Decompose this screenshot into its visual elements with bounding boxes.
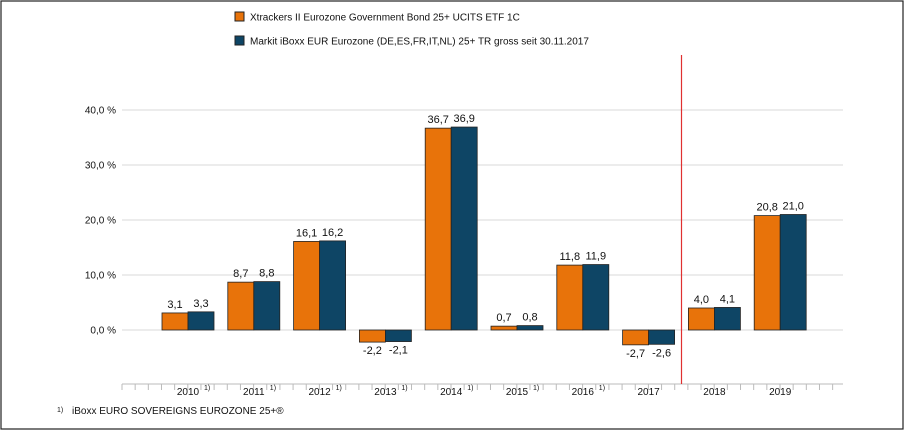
bar [753, 215, 781, 331]
bar [358, 329, 386, 343]
bar [688, 307, 715, 331]
bar [187, 311, 215, 331]
bar [714, 307, 741, 331]
bar [622, 329, 649, 346]
legend-label-index: Markit iBoxx EUR Eurozone (DE,ES,FR,IT,N… [250, 37, 589, 48]
x-tick-label: 2012 [308, 387, 331, 398]
footnote: 1) iBoxx EURO SOVEREIGNS EUROZONE 25+® [57, 406, 284, 417]
bar [293, 241, 321, 331]
x-axis: 2010 1) 2011 1) 2012 1) 2013 1) 2014 1) 2015 1) 2016… [121, 383, 843, 398]
x-tick-footnote: 1) [336, 385, 342, 392]
legend-swatch-etf [234, 11, 245, 22]
data-label: 3,3 [193, 298, 208, 310]
x-tick-footnote: 1) [533, 385, 539, 392]
data-label: 21,0 [782, 201, 803, 213]
bar [227, 281, 255, 331]
bar [450, 126, 478, 331]
data-label: -2,6 [652, 347, 671, 359]
x-tick-footnote: 1) [467, 385, 473, 392]
x-tick-label: 2010 [177, 387, 200, 398]
data-label: 16,1 [296, 227, 317, 239]
data-label: -2,7 [626, 348, 645, 360]
x-tick-label: 2015 [506, 387, 529, 398]
bar [253, 281, 281, 331]
legend-swatch-index [234, 35, 245, 46]
bars: 3,1 3,3 8,7 8,8 16,1 16,2 -2,2 -2,1 36,7 36,9 0,7 0… [161, 113, 807, 360]
x-tick-footnote: 1) [204, 385, 210, 392]
bar [516, 325, 544, 331]
bar [648, 329, 675, 345]
data-label: -2,2 [363, 345, 382, 357]
x-tick-label: 2016 [572, 387, 595, 398]
data-label: 16,2 [322, 227, 343, 239]
y-tick-label: 10,0 % [85, 271, 116, 282]
bar [490, 325, 518, 331]
bar [424, 127, 452, 331]
bar [384, 329, 412, 342]
data-label: 0,7 [496, 312, 511, 324]
legend-label-etf: Xtrackers II Eurozone Government Bond 25… [250, 13, 520, 24]
y-tick-label: 20,0 % [85, 216, 116, 227]
x-tick-footnote: 1) [270, 385, 276, 392]
y-tick-label: 0,0 % [90, 326, 116, 337]
data-label: -2,1 [389, 345, 408, 357]
data-label: 0,8 [522, 312, 537, 324]
bar [319, 240, 347, 331]
bar [582, 264, 610, 331]
x-tick-label: 2013 [374, 387, 397, 398]
data-label: 3,1 [167, 299, 182, 311]
x-tick-footnote: 1) [401, 385, 407, 392]
bar [556, 264, 584, 331]
data-label: 20,8 [756, 202, 777, 214]
bar [779, 214, 807, 331]
footnote-text: iBoxx EURO SOVEREIGNS EUROZONE 25+® [72, 406, 284, 417]
data-label: 36,7 [427, 114, 448, 126]
y-tick-label: 30,0 % [85, 161, 116, 172]
data-label: 11,8 [560, 251, 581, 263]
x-tick-label: 2019 [769, 387, 792, 398]
x-tick-label: 2014 [440, 387, 463, 398]
y-axis: 0,0 % 10,0 % 20,0 % 30,0 % 40,0 % [85, 106, 116, 337]
x-tick-label: 2018 [703, 387, 726, 398]
data-label: 8,8 [259, 268, 274, 280]
x-tick-footnote: 1) [599, 385, 605, 392]
data-label: 11,9 [586, 251, 607, 263]
legend: Xtrackers II Eurozone Government Bond 25… [234, 11, 589, 48]
y-tick-label: 40,0 % [85, 106, 116, 117]
bar [161, 312, 189, 331]
footnote-mark: 1) [57, 407, 63, 414]
data-label: 4,0 [694, 294, 709, 306]
x-tick-label: 2011 [243, 387, 265, 398]
data-label: 4,1 [720, 293, 735, 305]
x-tick-label: 2017 [637, 387, 660, 398]
data-label: 36,9 [453, 113, 474, 125]
data-label: 8,7 [233, 268, 248, 280]
